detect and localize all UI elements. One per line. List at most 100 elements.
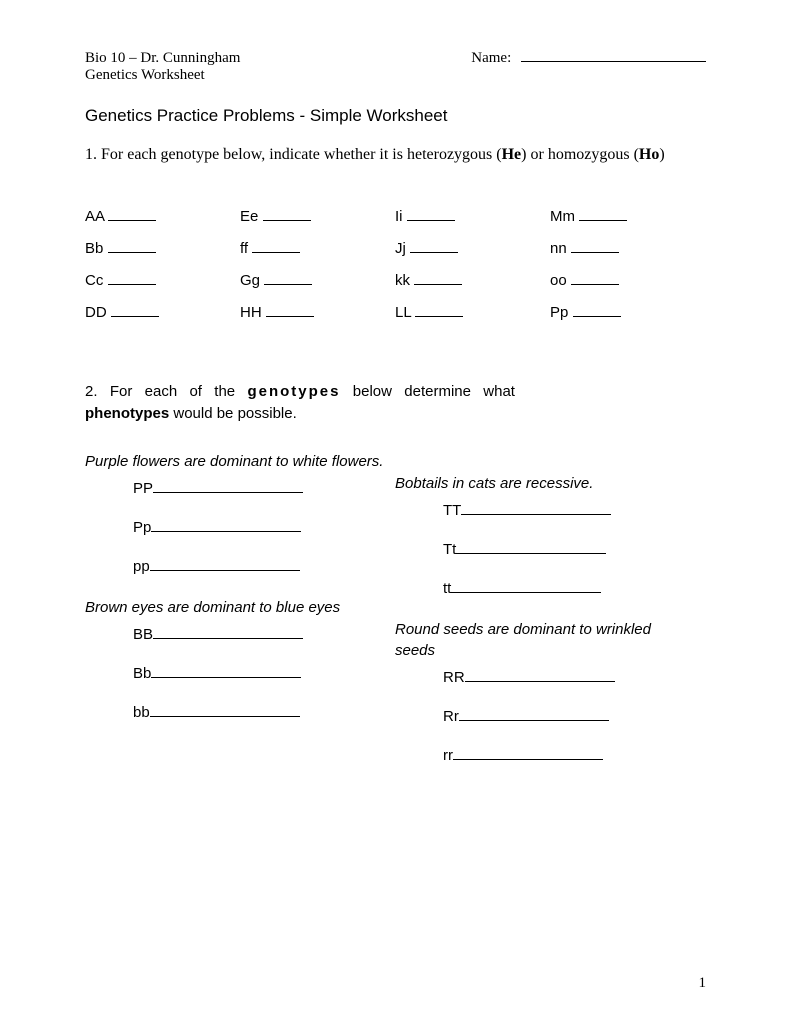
worksheet-page: Bio 10 – Dr. Cunningham Genetics Workshe… [0, 0, 791, 1024]
genotype-blank[interactable] [108, 220, 156, 221]
genotype-blank[interactable] [264, 284, 312, 285]
phenotype-description: Bobtails in cats are recessive. [395, 473, 695, 494]
phenotype-description: Round seeds are dominant to wrinkled see… [395, 619, 695, 661]
genotype-label: Ii [395, 208, 407, 225]
q2-phenotypes: phenotypes [85, 405, 169, 422]
phenotype-blank[interactable] [150, 570, 300, 571]
phenotype-blank[interactable] [453, 759, 603, 760]
genotype-blank[interactable] [263, 220, 311, 221]
phenotype-genotype-label: pp [133, 558, 150, 575]
genotype-cell: Jj [395, 240, 550, 257]
phenotype-genotype-label: RR [443, 669, 465, 686]
phenotype-genotype-label: TT [443, 502, 461, 519]
genotype-label: oo [550, 272, 571, 289]
phenotype-item: pp [133, 558, 385, 575]
genotype-blank[interactable] [571, 284, 619, 285]
phenotype-description: Brown eyes are dominant to blue eyes [85, 597, 385, 618]
genotype-cell: DD [85, 304, 240, 321]
genotype-label: HH [240, 304, 266, 321]
phenotype-item: TT [443, 502, 695, 519]
genotype-label: nn [550, 240, 571, 257]
phenotype-blank[interactable] [451, 592, 601, 593]
phenotype-item: rr [443, 747, 695, 764]
phenotype-item: BB [133, 626, 385, 643]
genotype-cell: AA [85, 208, 240, 225]
genotype-blank[interactable] [108, 252, 156, 253]
genotype-cell: HH [240, 304, 395, 321]
genotype-label: Jj [395, 240, 410, 257]
phenotype-description: Purple flowers are dominant to white flo… [85, 451, 385, 472]
genotype-cell: Ee [240, 208, 395, 225]
genotype-blank[interactable] [111, 316, 159, 317]
genotype-label: Gg [240, 272, 264, 289]
genotype-label: Mm [550, 208, 579, 225]
genotype-blank[interactable] [252, 252, 300, 253]
phenotype-blank[interactable] [459, 720, 609, 721]
phenotype-genotype-label: bb [133, 704, 150, 721]
worksheet-title: Genetics Practice Problems - Simple Work… [85, 106, 706, 126]
genotype-cell: kk [395, 272, 550, 289]
phenotype-genotype-label: Pp [133, 519, 151, 536]
question-2: 2. For each of the genotypes below deter… [85, 381, 515, 425]
q2-genotypes: genotypes [247, 383, 340, 400]
genotype-label: ff [240, 240, 252, 257]
phenotype-section: Purple flowers are dominant to white flo… [85, 451, 706, 786]
q2-mid: below determine what [340, 383, 515, 400]
phenotype-item: Rr [443, 708, 695, 725]
phenotype-genotype-label: BB [133, 626, 153, 643]
phenotype-blank[interactable] [465, 681, 615, 682]
phenotype-blank[interactable] [461, 514, 611, 515]
genotype-blank[interactable] [415, 316, 463, 317]
genotype-cell: oo [550, 272, 705, 289]
genotype-cell: Mm [550, 208, 705, 225]
genotype-blank[interactable] [414, 284, 462, 285]
genotype-blank[interactable] [407, 220, 455, 221]
q1-he: He [502, 146, 522, 163]
genotype-blank[interactable] [266, 316, 314, 317]
header-left: Bio 10 – Dr. Cunningham Genetics Workshe… [85, 50, 240, 84]
genotype-grid: AA Ee Ii Mm Bb ff Jj nn Cc Gg kk oo DD H… [85, 208, 706, 321]
q1-text-prefix: 1. For each genotype below, indicate whe… [85, 146, 502, 163]
q2-suffix: would be possible. [169, 405, 297, 422]
q1-text-suffix: ) [659, 146, 664, 163]
genotype-blank[interactable] [410, 252, 458, 253]
genotype-cell: Bb [85, 240, 240, 257]
name-field: Name: [471, 50, 706, 84]
genotype-label: Pp [550, 304, 573, 321]
genotype-label: Ee [240, 208, 263, 225]
genotype-blank[interactable] [579, 220, 627, 221]
genotype-blank[interactable] [108, 284, 156, 285]
genotype-blank[interactable] [573, 316, 621, 317]
phenotype-genotype-label: rr [443, 747, 453, 764]
genotype-label: Cc [85, 272, 108, 289]
phenotype-blank[interactable] [153, 638, 303, 639]
phenotype-item: tt [443, 580, 695, 597]
phenotype-left-column: Purple flowers are dominant to white flo… [85, 451, 385, 786]
phenotype-blank[interactable] [151, 677, 301, 678]
name-label: Name: [471, 50, 511, 66]
name-blank[interactable] [521, 61, 706, 62]
genotype-cell: Ii [395, 208, 550, 225]
phenotype-genotype-label: tt [443, 580, 451, 597]
genotype-blank[interactable] [571, 252, 619, 253]
genotype-label: AA [85, 208, 108, 225]
phenotype-blank[interactable] [153, 492, 303, 493]
phenotype-item: Pp [133, 519, 385, 536]
genotype-cell: ff [240, 240, 395, 257]
phenotype-blank[interactable] [151, 531, 301, 532]
course-label: Bio 10 – Dr. Cunningham [85, 50, 240, 67]
course-subtitle: Genetics Worksheet [85, 67, 240, 84]
genotype-label: kk [395, 272, 414, 289]
q1-ho: Ho [639, 146, 659, 163]
phenotype-blank[interactable] [456, 553, 606, 554]
phenotype-item: Tt [443, 541, 695, 558]
genotype-cell: Cc [85, 272, 240, 289]
genotype-label: LL [395, 304, 415, 321]
genotype-row: Bb ff Jj nn [85, 240, 706, 257]
phenotype-blank[interactable] [150, 716, 300, 717]
phenotype-genotype-label: PP [133, 480, 153, 497]
genotype-cell: nn [550, 240, 705, 257]
q2-prefix: 2. For each of the [85, 383, 247, 400]
genotype-cell: Gg [240, 272, 395, 289]
phenotype-genotype-label: Rr [443, 708, 459, 725]
